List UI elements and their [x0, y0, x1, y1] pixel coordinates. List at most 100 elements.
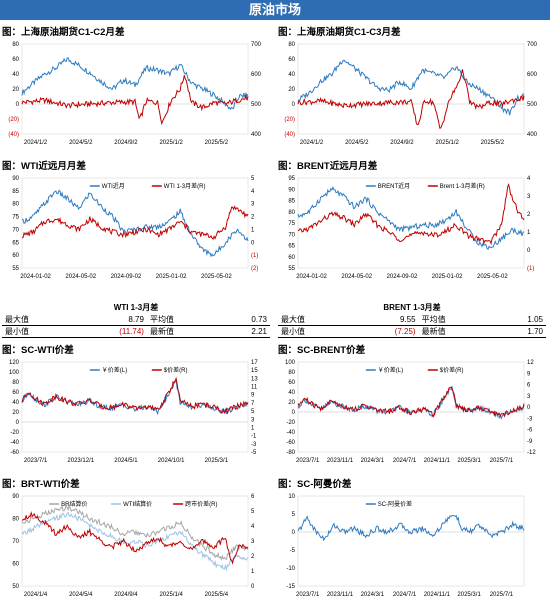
y-tick-left: -15: [286, 584, 295, 590]
chart-title-c7: 图：BRT-WTI价差: [2, 479, 80, 490]
y-tick-left: 40: [288, 72, 295, 78]
y-tick-left: -20: [286, 420, 295, 426]
y-tick-right: 3: [527, 394, 531, 400]
chart-c2-panel: 80 60 40 20 0 (20) (40) 700 600 500 400 2024/1/2 202…: [276, 36, 548, 154]
chart-c2-svg: 80 60 40 20 0 (20) (40) 700 600 500 400 2024/1/2 202…: [284, 42, 538, 146]
y-tick-right: 6: [527, 383, 531, 389]
y-tick-right: 9: [251, 393, 255, 399]
x-tick-label: 2023/7/1: [296, 458, 320, 464]
stats-label: 最大值: [281, 315, 305, 324]
series-line-0: [21, 57, 249, 111]
stats-title-wti: WTI 1-3月差: [113, 303, 159, 312]
stats-value: 0.73: [251, 315, 267, 324]
y-tick-left: (20): [8, 117, 19, 123]
x-tick-label: 2024-05-02: [341, 274, 372, 280]
y-tick-right: 500: [527, 102, 538, 108]
legend-entry: $价差(R): [164, 366, 188, 374]
y-tick-right: 2: [251, 215, 255, 221]
y-tick-left: -10: [286, 566, 295, 572]
plot-frame: [21, 495, 249, 587]
y-tick-left: 40: [288, 390, 295, 396]
chart-c4-panel: 95 90 85 80 75 70 65 60 55 4 3 2 1 0 (1) 2024-01-02 2024…: [276, 170, 548, 288]
y-tick-left: 60: [12, 57, 19, 63]
y-tick-left: 60: [288, 255, 295, 261]
series-line-1: [297, 183, 525, 246]
y-tick-right: 400: [251, 132, 262, 138]
y-tick-left: 0: [16, 102, 20, 108]
y-tick-left: 70: [12, 227, 19, 233]
x-tick-label: 2024/9/2: [114, 140, 138, 146]
x-tick-label: 2024/10/1: [158, 458, 185, 464]
legend-entry: BR结算价: [61, 500, 87, 508]
x-tick-label: 2025/5/2: [481, 140, 505, 146]
series-line-1: [21, 376, 249, 415]
x-tick-label: 2024-09-02: [387, 274, 418, 280]
y-tick-right: 9: [527, 371, 531, 377]
stats-row: 最大值 9.55 平均值 1.05: [278, 314, 546, 326]
y-tick-left: 60: [12, 390, 19, 396]
x-tick-label: 2025-01-02: [156, 274, 187, 280]
stats-value: 1.70: [527, 327, 543, 336]
y-tick-left: 20: [288, 87, 295, 93]
legend-entry: WTI结算价: [123, 500, 152, 508]
legend-entry: WTI近月: [102, 182, 125, 190]
y-tick-left: 80: [12, 517, 19, 523]
y-tick-left: 60: [288, 380, 295, 386]
x-tick-label: 2023/11/1: [327, 458, 354, 464]
chart-c7-svg: 90 80 70 60 50 6 5 4 3 2 1 0 2024/1/4 2024/5/4 2024/9/…: [12, 494, 255, 598]
y-tick-left: 80: [288, 370, 295, 376]
series-line-1: [21, 205, 249, 240]
x-tick-label: 2024/5/4: [69, 592, 93, 598]
x-tick-label: 2024/1/2: [24, 140, 48, 146]
x-tick-label: 2024/5/2: [69, 140, 93, 146]
chart-c3-panel: 90 85 80 75 70 65 60 55 5 4 3 2 1 0 (1) (2) 2024-01-02 20…: [0, 170, 272, 288]
y-tick-left: 20: [288, 400, 295, 406]
stats-value: 2.21: [251, 327, 267, 336]
y-tick-right: 500: [251, 102, 262, 108]
y-tick-left: 120: [9, 360, 20, 366]
x-tick-label: 2023/7/1: [296, 592, 320, 598]
y-tick-left: 20: [12, 410, 19, 416]
y-tick-right: 4: [527, 176, 531, 182]
x-tick-label: 2025/5/4: [205, 592, 229, 598]
legend-entry: SC-阿曼价差: [378, 500, 412, 508]
chart-c5-svg: 120 100 80 60 40 20 0 -20 -40 -60 17 15 13 11 9 7 5 3 1 -1 -…: [9, 360, 258, 464]
x-tick-label: 2025-05-02: [201, 274, 232, 280]
y-tick-right: 1: [251, 569, 255, 575]
x-tick-label: 2024-01-02: [296, 274, 327, 280]
chart-title-c8: 图：SC-阿曼价差: [278, 479, 352, 490]
y-tick-left: -60: [286, 440, 295, 446]
plot-frame: [21, 43, 249, 135]
x-tick-label: 2025/7/1: [490, 458, 514, 464]
y-tick-left: 90: [12, 176, 19, 182]
x-tick-label: 2025/3/1: [457, 458, 481, 464]
stats-label: 最小值: [5, 327, 29, 336]
chart-c5-panel: 120 100 80 60 40 20 0 -20 -40 -60 17 15 13 11 9 7 5 3 1 -1 -…: [0, 354, 272, 472]
legend-entry: $价差(R): [440, 366, 464, 374]
stats-label: 最新值: [149, 327, 174, 336]
y-tick-left: 5: [292, 512, 296, 518]
y-tick-right: 3: [251, 202, 255, 208]
x-tick-label: 2024-05-02: [65, 274, 96, 280]
stats-row: 最大值 8.79 平均值 0.73: [2, 314, 270, 326]
y-tick-right: 7: [251, 401, 255, 407]
y-tick-right: -9: [527, 439, 533, 445]
y-tick-right: 2: [527, 212, 531, 218]
series-line-2: [21, 510, 249, 565]
x-tick-label: 2024/5/1: [114, 458, 138, 464]
y-tick-left: 40: [12, 72, 19, 78]
x-tick-label: 2024/5/2: [345, 140, 369, 146]
stats-value: 8.79: [128, 315, 144, 324]
y-tick-left: 95: [288, 176, 295, 182]
x-tick-label: 2024/9/4: [114, 592, 138, 598]
x-tick-label: 2025/3/1: [205, 458, 229, 464]
y-tick-left: 80: [288, 42, 295, 48]
y-tick-left: 55: [12, 266, 19, 272]
y-tick-right: 0: [251, 240, 255, 246]
y-tick-right: 0: [251, 584, 255, 590]
plot-frame: [21, 361, 249, 453]
y-tick-right: 600: [527, 72, 538, 78]
plot-frame: [21, 177, 249, 269]
chart-c1-svg: 80 60 40 20 0 (20) (40) 700 600 500 400 2024/1/2 202…: [8, 42, 262, 146]
x-tick-label: 2024/3/1: [361, 458, 385, 464]
